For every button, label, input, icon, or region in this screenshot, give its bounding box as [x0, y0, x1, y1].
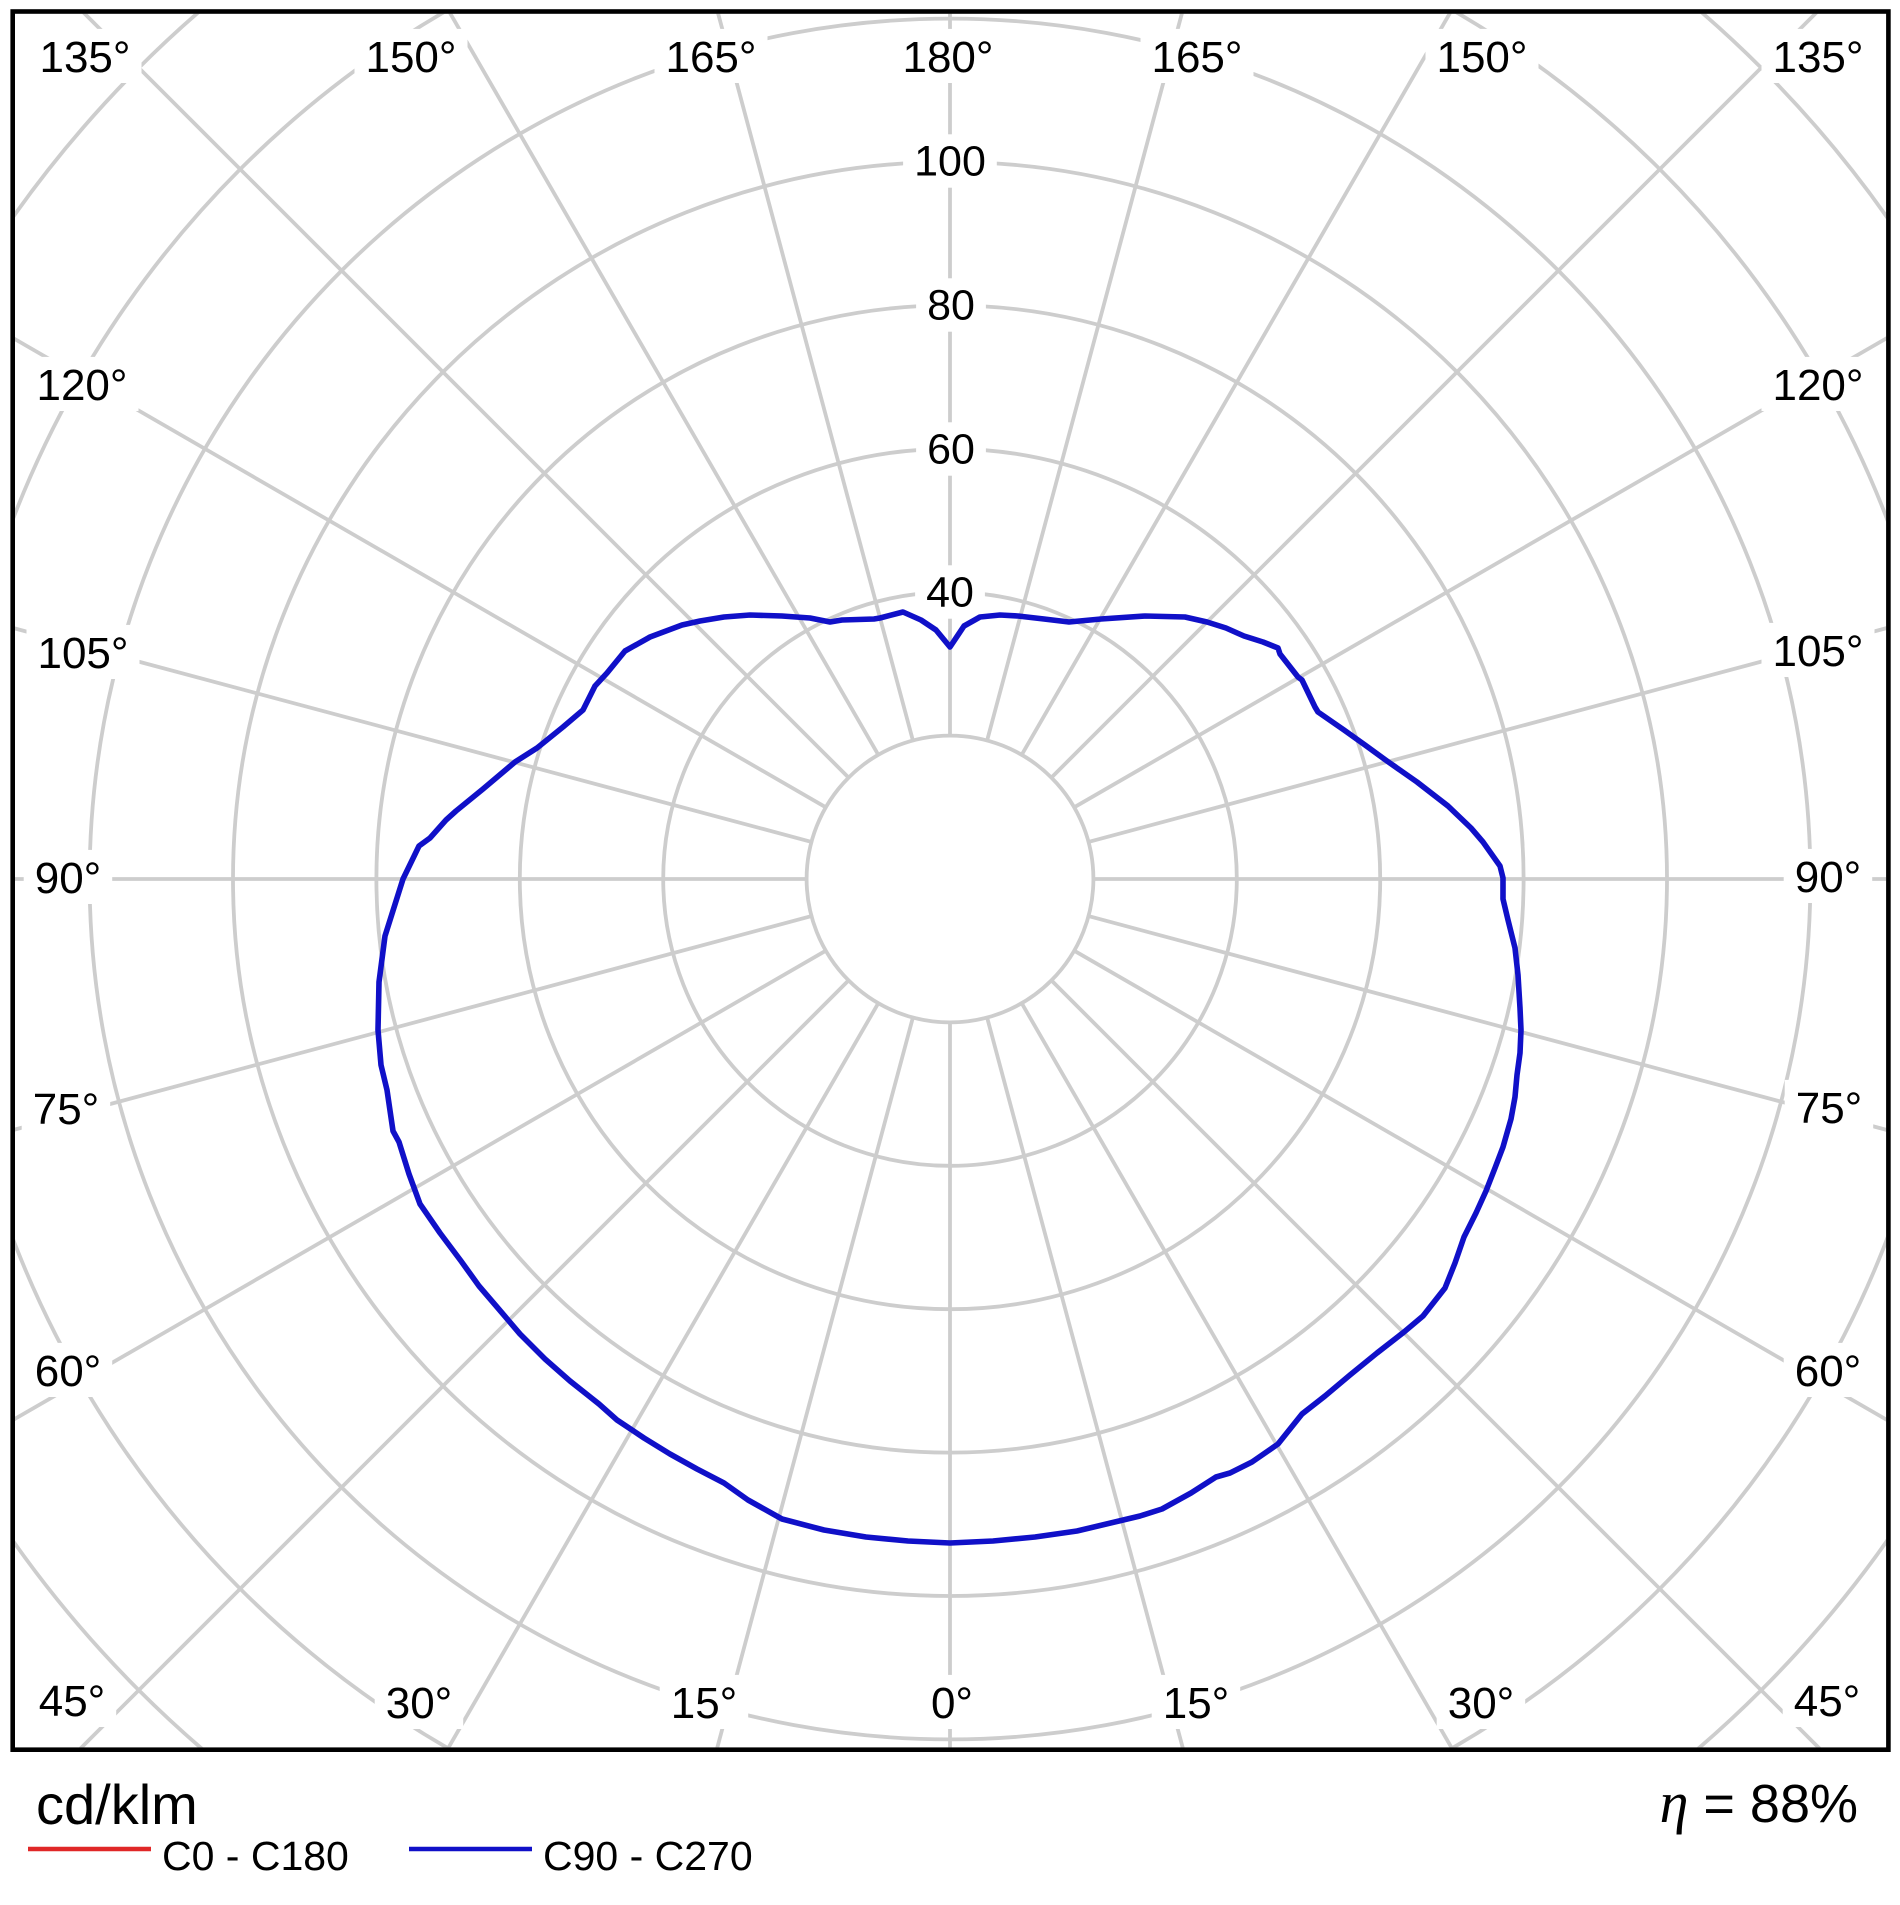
svg-text:135°: 135° [1772, 33, 1863, 82]
svg-text:180°: 180° [902, 33, 993, 82]
svg-text:40: 40 [926, 569, 974, 617]
svg-text:45°: 45° [39, 1677, 106, 1726]
svg-text:C90 - C270: C90 - C270 [543, 1833, 753, 1879]
svg-text:η = 88%: η = 88% [1660, 1770, 1858, 1835]
svg-text:0°: 0° [931, 1679, 973, 1728]
svg-text:15°: 15° [671, 1679, 738, 1728]
svg-text:105°: 105° [37, 629, 128, 678]
svg-text:90°: 90° [1795, 853, 1862, 902]
svg-text:150°: 150° [1436, 33, 1527, 82]
svg-text:30°: 30° [1448, 1679, 1515, 1728]
svg-text:120°: 120° [36, 361, 127, 410]
svg-text:80: 80 [927, 282, 975, 330]
svg-text:135°: 135° [39, 33, 130, 82]
svg-text:60°: 60° [35, 1347, 102, 1396]
svg-text:60°: 60° [1795, 1347, 1862, 1396]
svg-text:165°: 165° [665, 33, 756, 82]
svg-text:90°: 90° [35, 854, 102, 903]
svg-text:100: 100 [914, 138, 986, 186]
svg-text:75°: 75° [1796, 1084, 1863, 1133]
svg-text:120°: 120° [1772, 361, 1863, 410]
svg-text:30°: 30° [386, 1679, 453, 1728]
svg-text:105°: 105° [1772, 627, 1863, 676]
svg-text:15°: 15° [1163, 1679, 1230, 1728]
svg-text:45°: 45° [1794, 1677, 1861, 1726]
svg-text:cd/klm: cd/klm [36, 1773, 198, 1836]
svg-text:C0 - C180: C0 - C180 [162, 1833, 349, 1879]
svg-text:60: 60 [927, 426, 975, 474]
svg-text:75°: 75° [33, 1085, 100, 1134]
svg-text:150°: 150° [365, 33, 456, 82]
svg-text:165°: 165° [1151, 33, 1242, 82]
